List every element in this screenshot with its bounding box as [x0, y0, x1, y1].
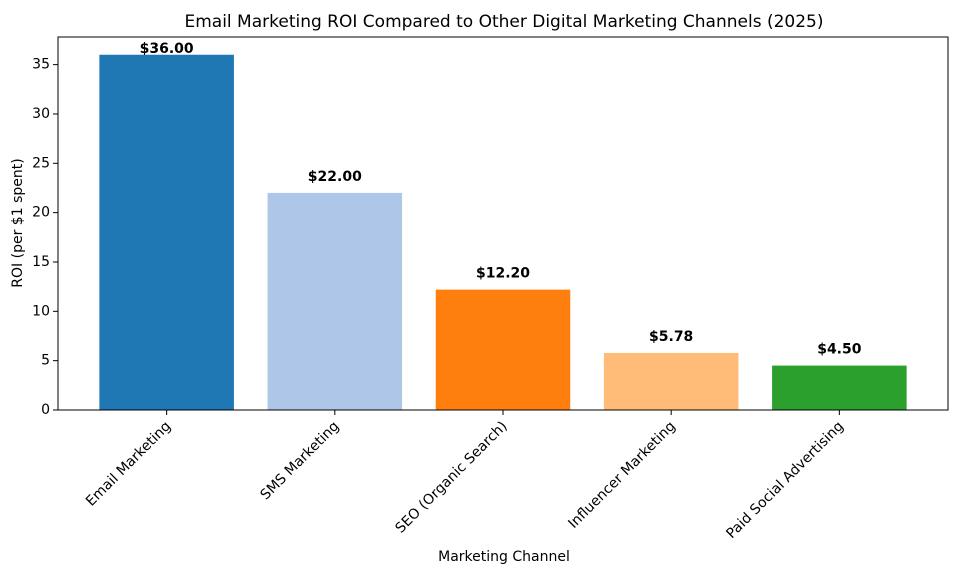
x-tick-label: Influencer Marketing: [565, 418, 678, 531]
y-axis-title: ROI (per $1 spent): [10, 158, 26, 287]
x-axis-title: Marketing Channel: [438, 549, 570, 565]
value-label: $5.78: [649, 329, 693, 345]
y-tick-label: 20: [32, 205, 50, 221]
chart-title: Email Marketing ROI Compared to Other Di…: [184, 12, 823, 32]
bar: [603, 352, 739, 410]
value-label: $36.00: [140, 41, 194, 57]
bar: [267, 192, 403, 410]
value-label: $12.20: [476, 266, 530, 282]
x-tick-label: Email Marketing: [83, 418, 174, 509]
plot-frame: [57, 36, 949, 411]
bar: [772, 365, 907, 410]
x-tick-label: Paid Social Advertising: [723, 418, 847, 542]
x-tick-label: SMS Marketing: [258, 418, 343, 503]
y-tick-label: 15: [32, 254, 50, 270]
y-tick-label: 25: [32, 155, 50, 171]
y-tick-label: 10: [32, 303, 50, 319]
value-label: $22.00: [308, 169, 362, 185]
x-tick-label: SEO (Organic Search): [392, 418, 510, 536]
value-label: $4.50: [817, 342, 862, 358]
y-tick-label: 35: [32, 57, 50, 73]
bar: [435, 289, 571, 410]
y-tick-label: 0: [41, 402, 50, 418]
y-tick-label: 30: [32, 106, 50, 122]
y-tick-label: 5: [41, 353, 50, 369]
bar: [99, 54, 234, 411]
